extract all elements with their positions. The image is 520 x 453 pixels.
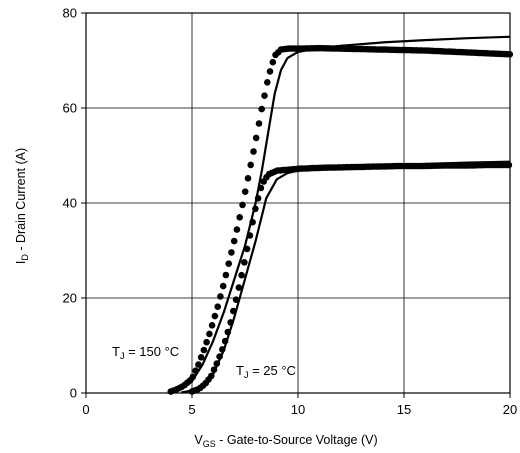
data-point (230, 237, 238, 245)
data-point (222, 271, 230, 279)
data-point (261, 92, 268, 99)
data-point (225, 260, 232, 268)
y-tick-label: 60 (63, 101, 77, 116)
annotation-tj-25: TJ = 25 °C (236, 363, 296, 380)
data-point (255, 120, 263, 127)
x-tick-label: 0 (82, 402, 89, 417)
data-point (247, 161, 254, 169)
data-point (244, 175, 252, 182)
data-point (208, 322, 216, 329)
data-point (236, 214, 243, 221)
data-point (228, 249, 235, 256)
annotation-tj-150: TJ = 150 °C (112, 344, 179, 361)
data-point (235, 284, 243, 291)
y-tick-label: 20 (63, 291, 77, 306)
data-point (197, 354, 205, 361)
data-point (239, 201, 246, 209)
series-line (181, 160, 511, 394)
data-point (264, 79, 271, 86)
axis-ticks: 0 5 10 15 20 0 20 40 60 80 (63, 6, 518, 418)
x-tick-label: 20 (503, 402, 517, 417)
data-point (250, 148, 257, 155)
data-point (195, 361, 202, 368)
series-tj150-measured (167, 44, 514, 395)
data-point (203, 338, 210, 346)
grid (85, 12, 511, 394)
data-point (252, 134, 260, 142)
data-point (214, 303, 221, 311)
data-point (266, 68, 274, 75)
data-point (219, 282, 227, 290)
data-point (233, 226, 241, 233)
series-line (170, 35, 511, 394)
series-tj25-model (181, 160, 511, 394)
y-axis-title: ID - Drain Current (A) (14, 148, 30, 264)
x-tick-label: 10 (291, 402, 305, 417)
data-point (269, 58, 277, 66)
data-point (238, 271, 245, 279)
data-point (200, 346, 208, 354)
series-tj150-model (170, 35, 511, 394)
data-point (241, 259, 248, 266)
data-point (258, 105, 266, 113)
x-axis-title: VGS - Gate-to-Source Voltage (V) (194, 433, 377, 449)
series-tj25-measured (188, 161, 513, 395)
series-layer (167, 35, 514, 395)
data-point (241, 188, 249, 195)
y-tick-label: 40 (63, 196, 77, 211)
y-tick-label: 80 (63, 6, 77, 21)
data-point (206, 330, 213, 338)
data-point (217, 293, 224, 300)
x-tick-label: 5 (188, 402, 195, 417)
x-tick-label: 15 (397, 402, 411, 417)
data-point (211, 312, 219, 320)
y-tick-label: 0 (70, 386, 77, 401)
